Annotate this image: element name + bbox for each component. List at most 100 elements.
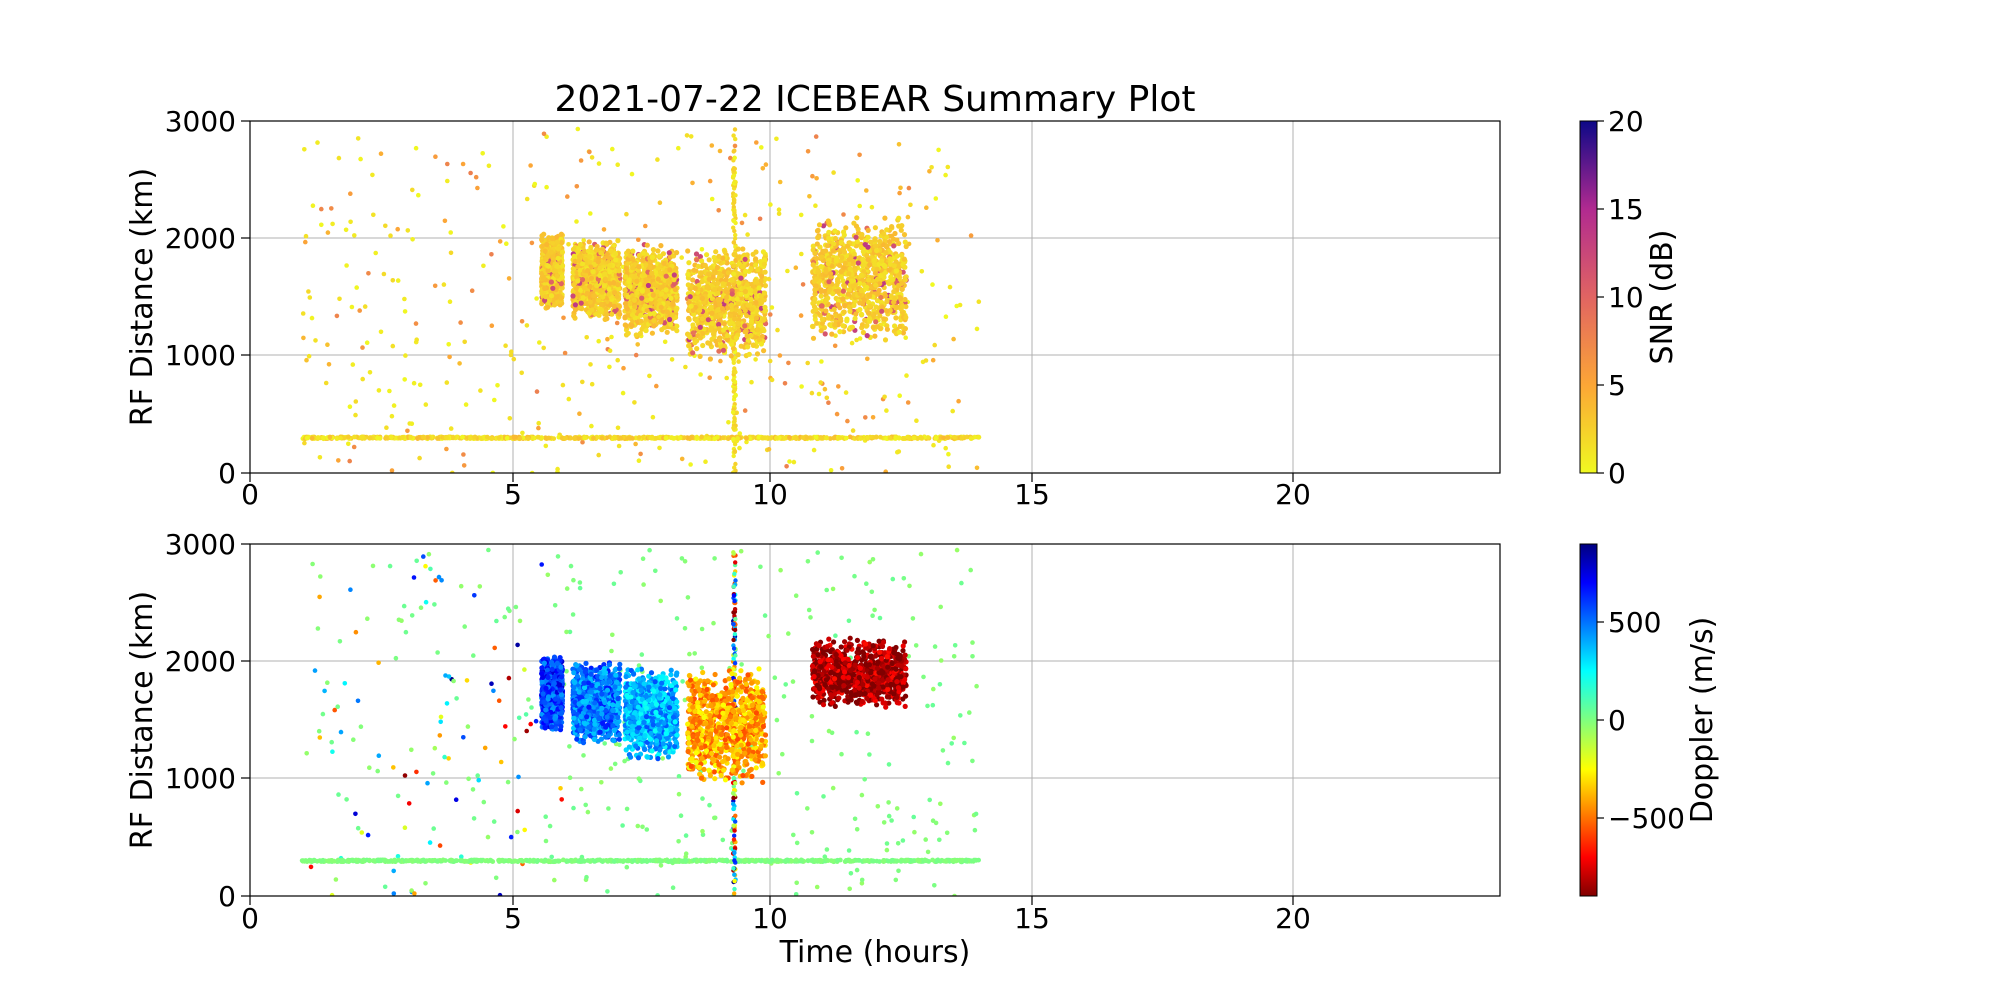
data-point [717, 337, 723, 343]
data-point [463, 402, 469, 407]
data-point [746, 351, 752, 357]
data-point [598, 250, 604, 256]
data-point [716, 208, 721, 213]
data-point [511, 356, 517, 362]
data-point [395, 226, 401, 232]
data-point [905, 214, 911, 220]
data-point [519, 319, 525, 324]
data-point [731, 453, 736, 459]
data-point [688, 303, 694, 309]
data-point [343, 227, 349, 233]
data-point [553, 234, 560, 240]
data-point [360, 376, 366, 382]
data-point [673, 307, 679, 313]
data-point [629, 312, 636, 318]
data-point [707, 292, 713, 298]
data-point [782, 381, 788, 386]
data-point [658, 270, 664, 276]
data-point [744, 344, 751, 350]
data-point [839, 466, 845, 471]
data-point [602, 316, 608, 322]
data-point [742, 323, 748, 329]
data-point [924, 205, 929, 210]
data-point [749, 379, 754, 385]
data-point [611, 303, 618, 309]
data-point [559, 263, 566, 269]
data-point [307, 295, 313, 300]
data-point [841, 212, 846, 217]
data-point [878, 434, 883, 440]
data-point [589, 423, 594, 429]
data-point [650, 292, 656, 298]
data-point [325, 230, 331, 235]
data-point [658, 243, 664, 249]
data-point [587, 299, 593, 305]
data-point [915, 436, 920, 441]
data-point [736, 359, 741, 364]
data-point [443, 435, 449, 440]
data-point [629, 171, 635, 177]
data-point [768, 312, 773, 317]
data-point [655, 248, 661, 254]
data-point [388, 233, 393, 238]
data-point [524, 196, 530, 202]
data-point [319, 222, 324, 228]
data-point [409, 421, 415, 427]
data-point [702, 262, 708, 269]
data-point [317, 455, 323, 460]
data-point [545, 253, 551, 259]
data-point [742, 256, 748, 262]
data-point [703, 459, 708, 465]
data-point [355, 136, 361, 141]
data-point [651, 317, 657, 324]
data-point [697, 353, 703, 359]
data-point [739, 220, 745, 226]
data-point [504, 241, 509, 246]
data-point [304, 357, 309, 363]
data-point [402, 296, 407, 302]
data-point [704, 252, 710, 258]
data-point [688, 134, 694, 139]
data-point [612, 434, 617, 440]
data-point [571, 253, 577, 259]
data-point [560, 382, 566, 388]
data-point [559, 239, 565, 246]
data-point [945, 435, 951, 440]
data-point [776, 211, 782, 216]
data-point [717, 302, 723, 308]
data-point [694, 434, 700, 440]
data-point [687, 334, 693, 340]
data-point [941, 435, 947, 441]
data-point [906, 185, 912, 191]
data-point [706, 436, 712, 441]
data-point [849, 340, 855, 346]
data-point [578, 300, 584, 306]
data-point [651, 281, 658, 287]
data-point [334, 436, 340, 441]
data-point [539, 271, 545, 277]
data-point [350, 362, 356, 367]
data-point [417, 382, 423, 388]
data-point [497, 239, 503, 244]
data-point [617, 311, 623, 317]
data-point [884, 408, 889, 413]
data-point [635, 342, 640, 347]
data-point [462, 339, 468, 345]
data-point [591, 293, 597, 299]
data-point [590, 269, 596, 275]
data-point [732, 155, 737, 160]
data-point [408, 434, 414, 440]
data-point [684, 133, 690, 138]
data-point [537, 340, 542, 345]
data-point [721, 343, 728, 349]
data-point [786, 360, 791, 366]
data-point [705, 317, 711, 323]
data-point [423, 402, 429, 407]
data-point [692, 340, 698, 346]
data-point [616, 268, 622, 274]
data-point [732, 179, 737, 184]
data-point [831, 435, 837, 441]
data-point [576, 253, 583, 260]
data-point [869, 204, 875, 210]
data-point [814, 176, 819, 181]
